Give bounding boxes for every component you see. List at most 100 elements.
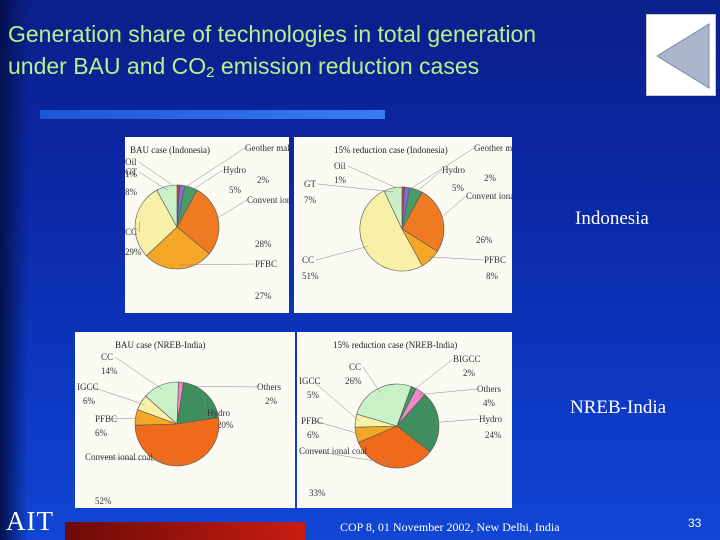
pie-slice-label: CC [101,352,113,362]
pie-slice [401,191,445,252]
pie-slice-value: 52% [95,496,112,506]
pie-leader-line [312,380,360,422]
title-line-2: under BAU and CO2 emission reduction cas… [8,50,648,82]
pie-slice [145,381,179,425]
pie-slice-value: 28% [255,239,272,249]
ait-logo: AIT [6,506,54,536]
pie-slice-value: 5% [229,185,242,195]
pie-leader-line [312,450,393,464]
pie-leader-line [315,246,369,261]
pie-slice-value: 27% [255,291,272,301]
left-edge-shade [0,0,28,540]
pie-slice-value: 2% [484,173,497,183]
title-underline-bar [40,110,385,119]
pie-chart-svg: BAU case (Indonesia) Oil 1% Geother mal 2% Hy… [125,143,289,301]
pie-leader-line [406,147,475,192]
slide-title: Generation share of technologies in tota… [8,18,648,82]
pie-leader-line [434,418,480,423]
pie-slice-value: 26% [476,235,493,245]
pie-slice-value: 1% [125,169,138,179]
pie-slice-label: Hydro [207,408,230,418]
title-line-2-post: emission reduction cases [214,53,480,79]
pie-slice-label: CC [349,362,361,372]
pie-title: 15% reduction case (Indonesia) [334,145,448,155]
pie-slice [145,226,210,270]
pie-leader-line [314,420,360,435]
pie-leader-line [427,256,485,261]
pie-slice-label: Convent ional coal [247,195,289,205]
pie-chart-svg: 15% reduction case (NREB-India) BIGCC 2%Ot… [299,340,502,498]
pie-chart-svg: BAU case (NREB-India) Others 2% Hydro 20% Con… [77,340,281,506]
pie-leader-line [347,165,404,192]
pie-slice-label: Convent ional coal [299,446,367,456]
pie-slice-label: Others [257,382,281,392]
page-number: 33 [688,516,702,530]
pie-slice [359,190,423,272]
pie-slice-value: 26% [345,376,362,386]
pie-slice-label: PFBC [301,416,323,426]
pie-slice [176,189,220,255]
pie-leader-line [317,183,394,193]
pie-slice-value: 5% [307,390,320,400]
pie-leader-line [362,366,381,393]
pie-slice-value: 6% [307,430,320,440]
pie-slice-label: Convent ional coal [85,452,153,462]
pie-slice-label: IGCC [77,382,99,392]
pie-slice-value: 8% [125,187,138,197]
pie-panel-indonesia-reduction: 15% reduction case (Indonesia) Oil 1% Geoth… [294,137,512,313]
pie-slice-label: Hydro [442,165,465,175]
pie-slice-value: 7% [304,195,317,205]
pie-slice-value: 20% [217,420,234,430]
pie-title: BAU case (NREB-India) [115,340,205,350]
footer-text: COP 8, 01 November 2002, New Delhi, Indi… [340,520,560,534]
pie-leader-line [178,263,256,266]
footer-accent-bar [65,522,305,540]
pie-chart-svg: 15% reduction case (Indonesia) Oil 1% Geoth… [302,143,512,281]
pie-slice-value: 51% [302,271,319,281]
pie-slice-value: 5% [452,183,465,193]
pie-title: BAU case (Indonesia) [130,145,210,155]
pie-panel-india-bau: BAU case (NREB-India) Others 2% Hydro 20% Con… [75,332,295,508]
pie-slice-label: Geother mal [474,143,512,153]
title-line-1: Generation share of technologies in tota… [8,21,537,47]
pie-slice [358,425,431,469]
pie-slice-value: 6% [95,428,108,438]
pie-slice-label: GT [304,179,316,189]
pie-slice-value: 29% [125,247,142,257]
pie-title: 15% reduction case (NREB-India) [333,340,457,350]
pie-slice [134,189,178,257]
pie-slice-value: 14% [101,366,118,376]
pie-leader-line [203,397,208,414]
title-subscript: 2 [206,64,215,81]
pie-slice-label: Geother mal [245,143,289,153]
pie-slice-value: 4% [483,398,496,408]
pie-leader-line [189,169,224,192]
pie-slice-label: CC [125,227,137,237]
pie-slice-value: 24% [485,430,502,440]
pie-leader-line [414,169,443,194]
pie-leader-line [138,161,179,190]
pie-leader-line [98,456,181,463]
pie-leader-line [138,221,140,233]
pie-slice-label: Oil [125,157,137,167]
pie-leader-line [108,417,140,420]
pie-leader-line [114,356,163,390]
pie-slice-label: GT [125,167,137,177]
pie-panel-india-reduction: 15% reduction case (NREB-India) BIGCC 2% Ot… [297,332,512,508]
pie-slice-value: 1% [334,175,347,185]
pie-slice-value: 2% [265,396,278,406]
country-label-indonesia: Indonesia [575,208,649,229]
country-label-india: NREB-India [570,397,667,418]
pie-slice-label: PFBC [255,259,277,269]
pie-leader-line [438,195,467,220]
pie-slice-label: Hydro [479,414,502,424]
pie-slice [156,184,178,228]
pie-leader-line [138,171,168,191]
pie-slice-value: 8% [486,271,499,281]
pie-leader-line [90,386,145,405]
pie-slice-label: Oil [334,161,346,171]
pie-slice-value: 2% [257,175,270,185]
pie-slice-label: Hydro [223,165,246,175]
pie-leader-line [418,388,478,395]
back-button[interactable] [646,14,716,96]
